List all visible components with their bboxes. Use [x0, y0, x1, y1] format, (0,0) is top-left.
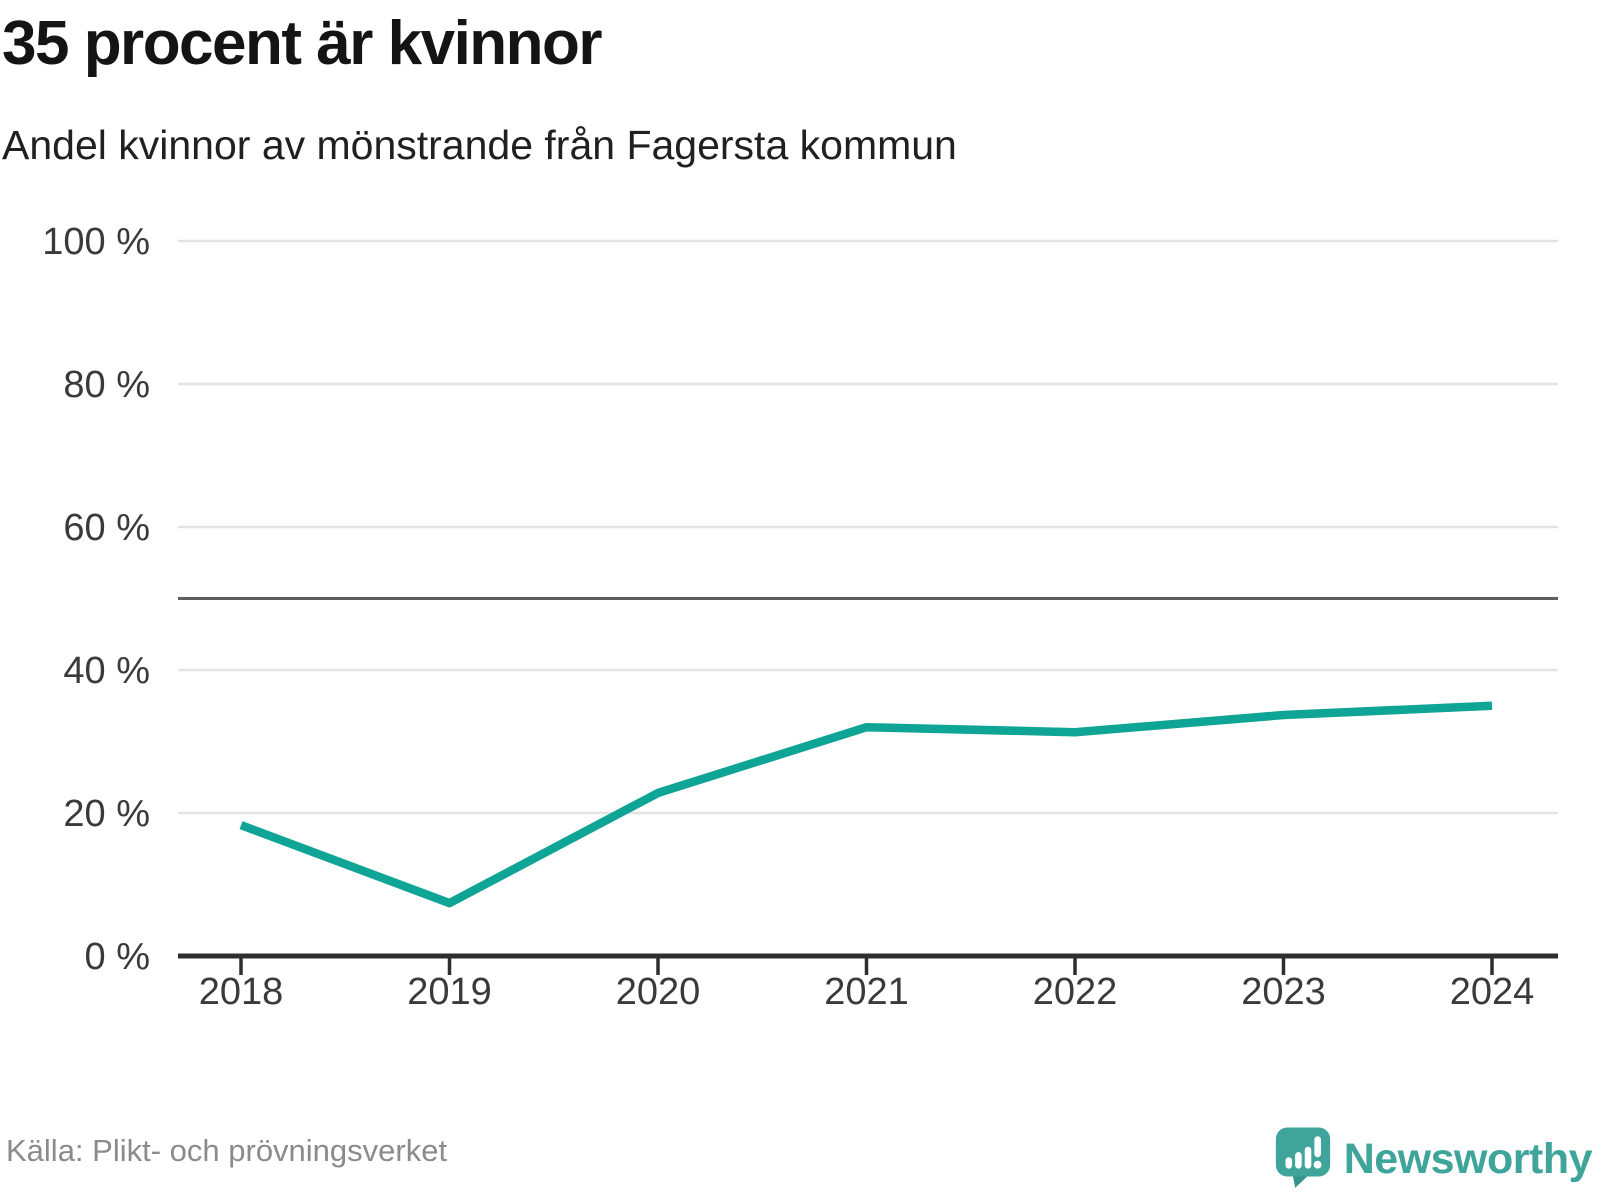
newsworthy-logo: Newsworthy	[1275, 1126, 1593, 1192]
x-tick-label: 2021	[824, 971, 909, 1013]
x-tick-label: 2019	[407, 971, 492, 1013]
newsworthy-wordmark: Newsworthy	[1343, 1134, 1593, 1183]
x-tick-label: 2024	[1450, 971, 1535, 1013]
x-tick-label: 2022	[1033, 971, 1118, 1013]
x-tick-label: 2020	[616, 971, 701, 1013]
y-tick-label: 100 %	[42, 221, 150, 263]
page-title: 35 procent är kvinnor	[2, 9, 603, 78]
y-tick-label: 80 %	[63, 364, 150, 406]
x-tick-label: 2018	[199, 971, 284, 1013]
x-tick-label: 2023	[1241, 971, 1326, 1013]
newsworthy-bubble-icon	[1275, 1127, 1330, 1188]
y-tick-label: 40 %	[63, 650, 150, 692]
page-subtitle: Andel kvinnor av mönstrande från Fagerst…	[2, 122, 957, 168]
source-note: Källa: Plikt- och prövningsverket	[6, 1133, 448, 1168]
y-tick-label: 60 %	[63, 507, 150, 549]
y-tick-label: 0 %	[85, 936, 150, 978]
y-tick-label: 20 %	[63, 793, 150, 835]
data-line	[239, 701, 1493, 908]
